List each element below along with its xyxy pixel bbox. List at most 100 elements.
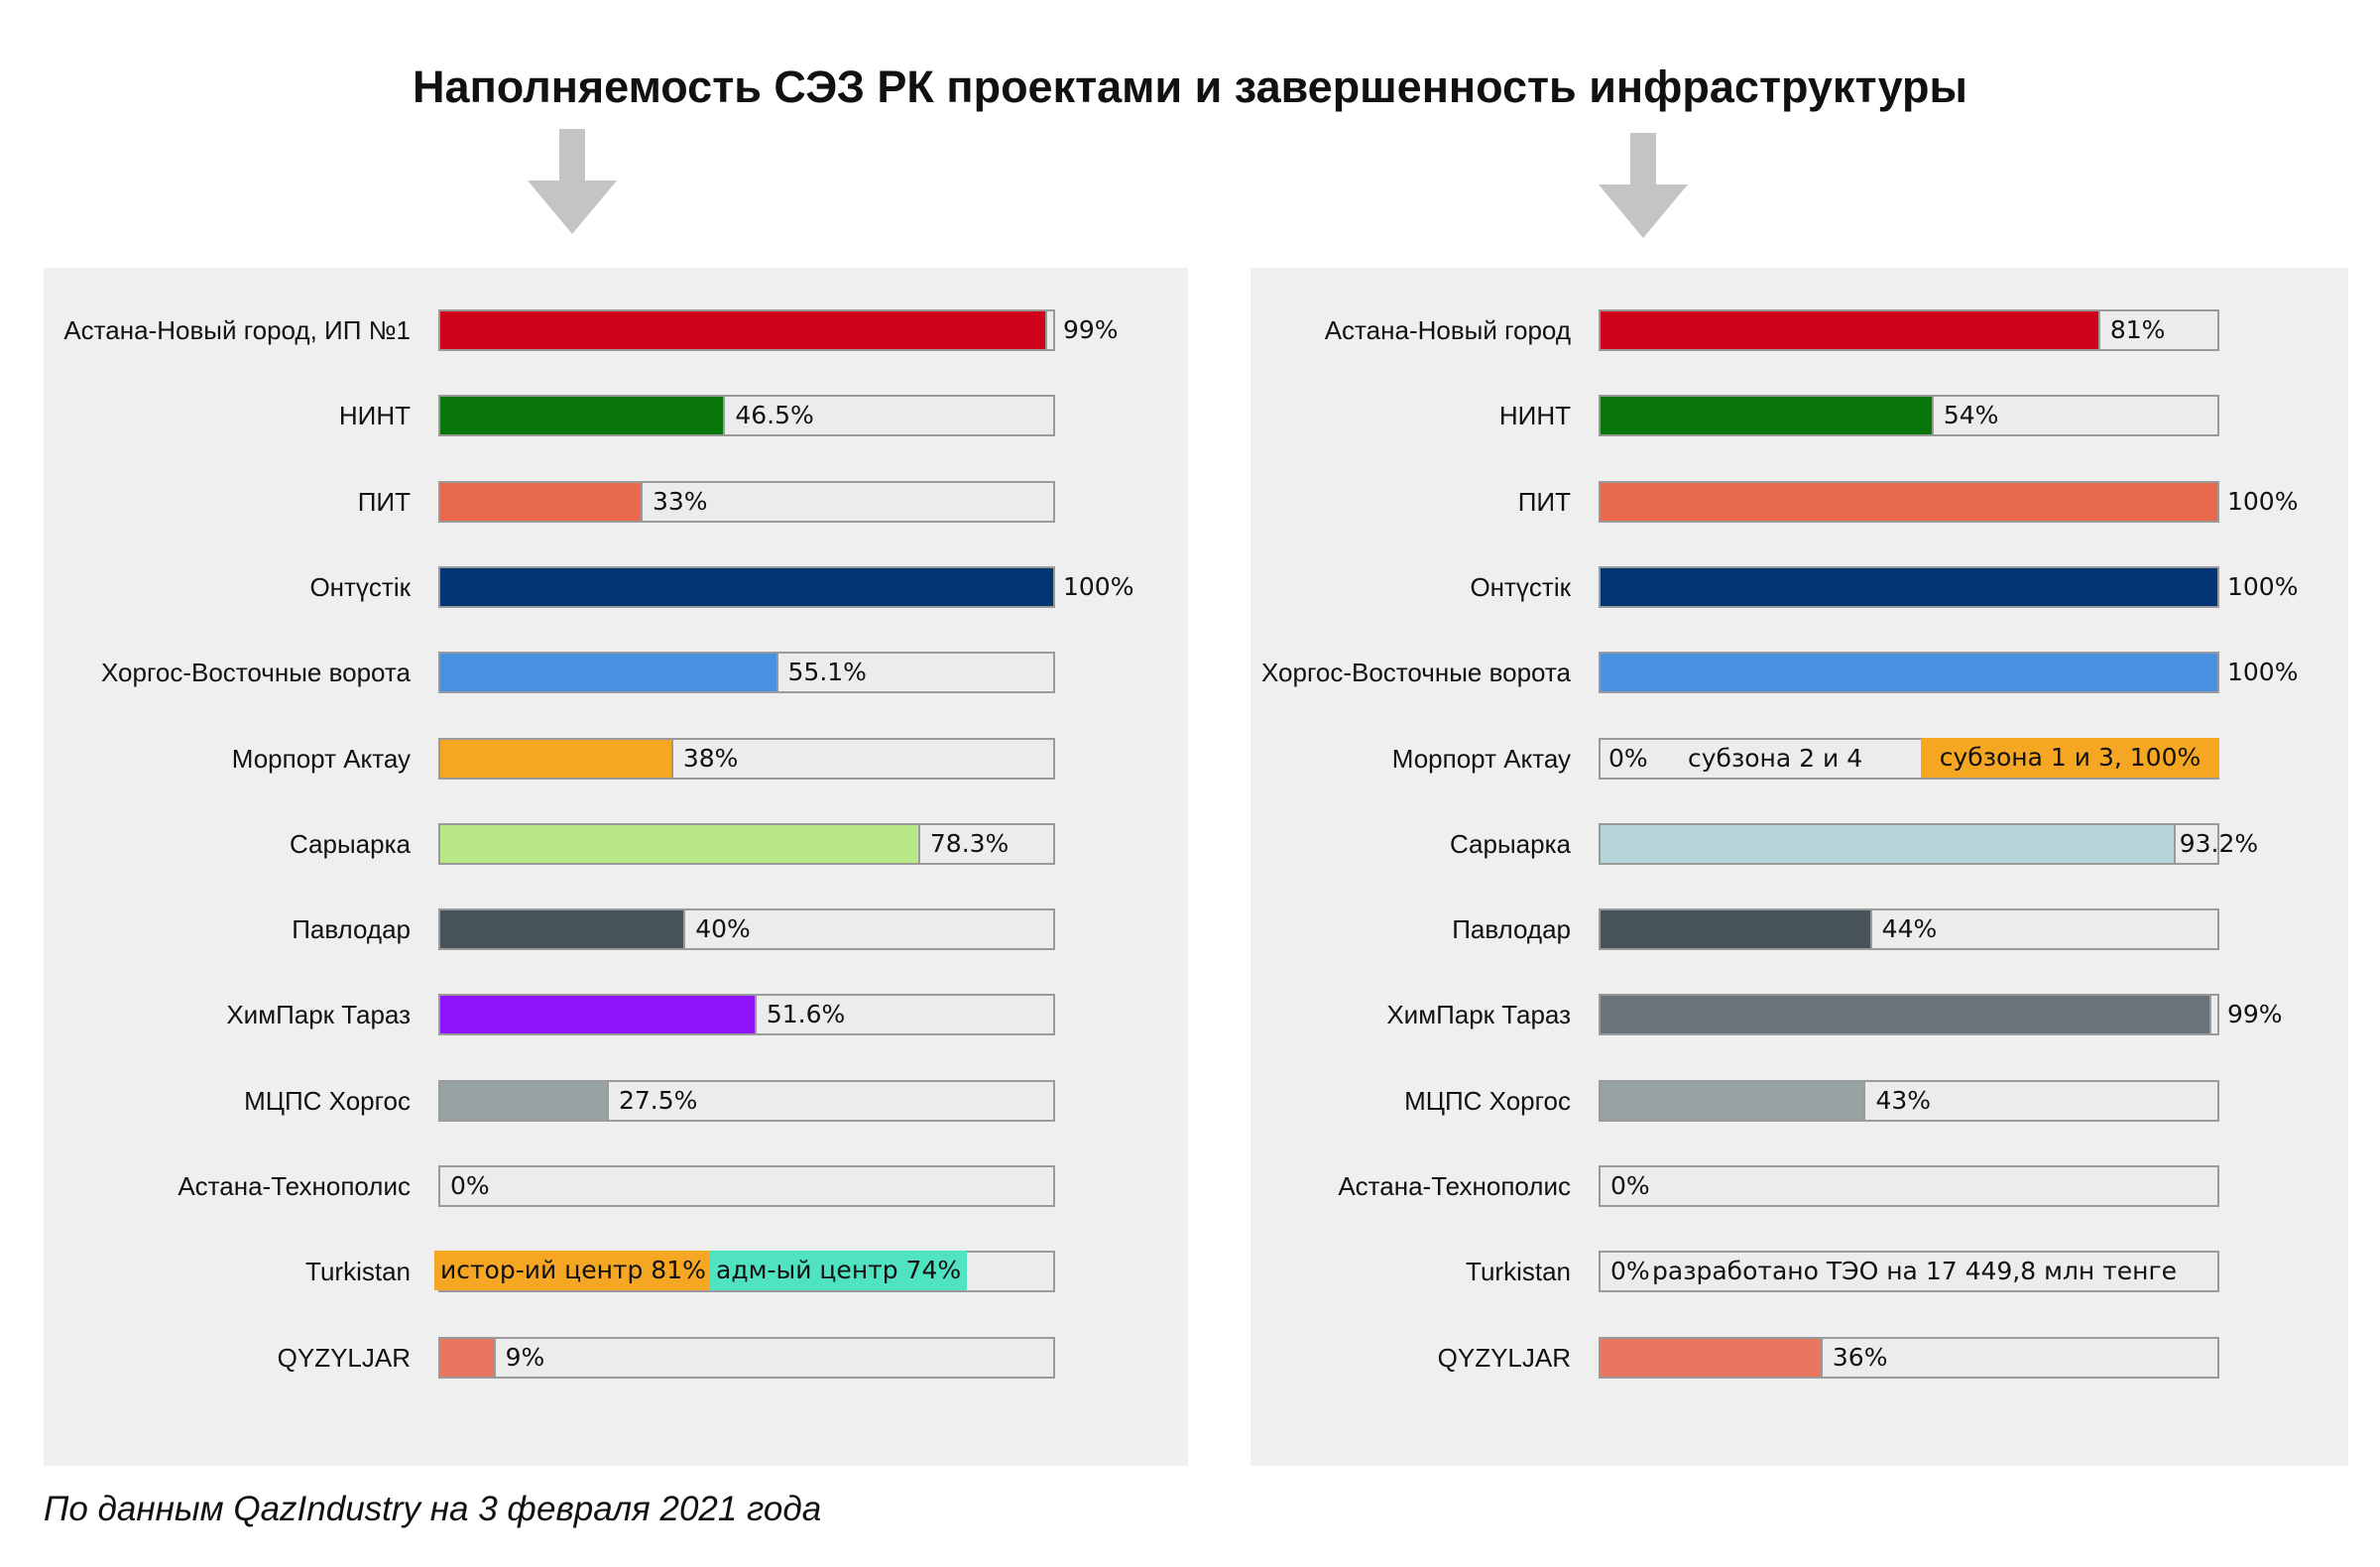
bar-fill (440, 996, 757, 1034)
bar-fill (1601, 1338, 1823, 1377)
bar-category-label: Павлодар (292, 914, 411, 945)
bar-category-label: Хоргос-Восточные ворота (101, 658, 411, 688)
bar-fill (1601, 397, 1934, 435)
bar-category-label: Сарыарка (1449, 828, 1571, 859)
bar-track: 0% субзона 2 и 4 субзона 1 и 3, 100% (1599, 737, 2219, 780)
bar-category-label: МЦПС Хоргос (244, 1085, 411, 1116)
bar-category-label: Turkistan (305, 1257, 411, 1287)
bar-category-label: ПИТ (1517, 486, 1571, 517)
bar-value-label: 9% (505, 1342, 545, 1372)
bar-track: 81% (1599, 309, 2219, 351)
bar-track: 0% (438, 1165, 1055, 1207)
bar-value-label: 33% (652, 486, 708, 516)
bar-track: 93.2% (1599, 822, 2258, 865)
bar-value-label: 100% (1063, 571, 1134, 601)
bar-fill (1601, 824, 2176, 863)
bar-value-label: 100% (2227, 571, 2299, 601)
bar-fill (440, 910, 686, 949)
bar-category-label: Морпорт Актау (1391, 743, 1571, 774)
bar-note: разработано ТЭО на 17 449,8 млн тенге (1652, 1257, 2178, 1286)
bar-track: 99% (1599, 994, 2283, 1036)
bar-category-label: Морпорт Актау (231, 743, 411, 774)
bar-track: 100% (1599, 652, 2298, 694)
bar-row: ХимПарк Тараз 99% (1250, 994, 2341, 1036)
bar-fill (1601, 654, 2217, 692)
bar-value-label: 78.3% (929, 828, 1010, 858)
bar-category-label: Хоргос-Восточные ворота (1261, 658, 1571, 688)
bar-value-label: 100% (2227, 486, 2299, 516)
bar-fill (440, 654, 778, 692)
bar-fill (440, 1081, 609, 1120)
bar-value-label: 0% (450, 1171, 490, 1200)
bar-track: 33% (438, 480, 1055, 523)
bar-track: 78.3% (438, 822, 1055, 865)
bar-track: 55.1% (438, 652, 1055, 694)
bar-value-label: 44% (1881, 914, 1938, 944)
bar-value-label: 54% (1943, 401, 1999, 430)
bar-row: ПИТ 33% (44, 480, 1134, 523)
bar-value-label: 51.6% (766, 1000, 846, 1029)
bar-category-label: ПИТ (357, 486, 411, 517)
bar-segment: адм-ый центр 74% (710, 1251, 968, 1291)
bar-track: 0% (1599, 1165, 2219, 1207)
bar-value-label: 0% (1610, 1171, 1650, 1200)
bar-track: 46.5% (438, 395, 1055, 437)
bar-track: 51.6% (438, 994, 1055, 1036)
bar-segment: субзона 1 и 3, 100% (1921, 737, 2219, 778)
bar-category-label: НИНТ (338, 401, 411, 431)
bar-fill (440, 1338, 496, 1377)
bar-category-label: Павлодар (1452, 914, 1571, 945)
bar-fill (440, 482, 643, 521)
bar-row: Turkistan истор-ий центр 81% адм-ый центр … (44, 1251, 1134, 1293)
bar-value-label: 93.2% (2179, 828, 2259, 858)
bar-row: Астана-Технополис 0% (1250, 1165, 2341, 1207)
bar-fill (1601, 996, 2211, 1034)
bar-category-label: Онтүстік (309, 571, 411, 602)
bar-row: Онтүстік 100% (1250, 565, 2341, 608)
bar-row: Астана-Технополис 0% (44, 1165, 1134, 1207)
bar-category-label: НИНТ (1498, 401, 1571, 431)
bar-category-label: Астана-Новый город, ИП №1 (63, 315, 411, 345)
bar-track: 43% (1599, 1079, 2219, 1122)
bar-fill (440, 824, 920, 863)
bar-track: 100% (438, 565, 1133, 608)
chart-panel-occupancy: Астана-Новый город, ИП №1 99% НИНТ 46.5% ПИТ… (44, 268, 1188, 1466)
bar-row: ПИТ 100% (1250, 480, 2341, 523)
bar-value-label: 100% (2227, 658, 2299, 687)
bar-value-label: 0% (1610, 1257, 1650, 1286)
bar-track: 36% (1599, 1336, 2219, 1379)
bar-row: Хоргос-Восточные ворота 100% (1250, 652, 2341, 694)
bar-value-label: 43% (1875, 1085, 1932, 1115)
bar-row: Turkistan 0% разработано ТЭО на 17 449,8 м… (1250, 1251, 2341, 1293)
bar-value-label: 40% (695, 914, 751, 944)
bar-category-label: Астана-Технополис (178, 1171, 411, 1201)
bar-track: 40% (438, 908, 1055, 951)
bar-category-label: Сарыарка (289, 828, 411, 859)
bar-category-label: QYZYLJAR (1437, 1342, 1571, 1373)
source-note: По данным QazIndustry на 3 февраля 2021 … (44, 1490, 822, 1528)
bar-fill (1601, 1081, 1866, 1120)
bar-track: 0% разработано ТЭО на 17 449,8 млн тенге (1599, 1251, 2219, 1293)
bar-row: QYZYLJAR 36% (1250, 1336, 2341, 1379)
bar-category-label: Астана-Технополис (1338, 1171, 1571, 1201)
bar-category-label: Онтүстік (1470, 571, 1571, 602)
bar-fill (440, 397, 726, 435)
bar-segment-label: субзона 2 и 4 (1688, 743, 1863, 773)
bar-category-label: Turkistan (1466, 1257, 1571, 1287)
bar-category-label: МЦПС Хоргос (1404, 1085, 1571, 1116)
bar-track: истор-ий центр 81% адм-ый центр 74% (434, 1251, 1055, 1293)
down-arrow-icon-right (1599, 133, 1688, 238)
bar-fill (440, 311, 1047, 349)
bar-row: НИНТ 54% (1250, 395, 2341, 437)
bar-track: 27.5% (438, 1079, 1055, 1122)
bar-fill (1601, 910, 1872, 949)
bar-row: Астана-Новый город, ИП №1 99% (44, 309, 1134, 351)
bar-value-label: 0% (1608, 743, 1648, 773)
bar-row: Онтүстік 100% (44, 565, 1134, 608)
bar-row: Сарыарка 93.2% (1250, 822, 2341, 865)
bar-row: Павлодар 40% (44, 908, 1134, 951)
bar-value-label: 46.5% (735, 401, 814, 430)
chart-title: Наполняемость СЭЗ РК проектами и заверше… (413, 61, 1967, 112)
bar-segment: истор-ий центр 81% (434, 1251, 712, 1291)
bar-category-label: Астана-Новый город (1324, 315, 1571, 345)
